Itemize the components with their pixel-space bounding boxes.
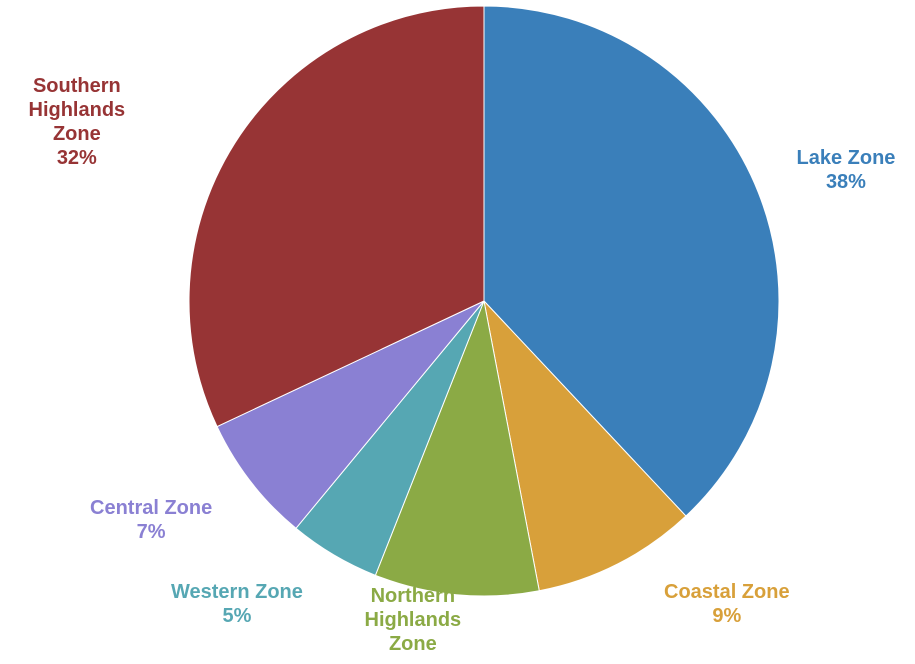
pie-slice-southern-highlands-zone bbox=[188, 5, 485, 428]
pie-slice-coastal-zone bbox=[483, 299, 687, 592]
slice-label-western-zone: Western Zone 5% bbox=[171, 581, 303, 627]
slice-label-lake-zone: Lake Zone 38% bbox=[796, 147, 896, 193]
slice-label-coastal-zone: Coastal Zone 9% bbox=[664, 581, 790, 627]
pie-slice-central-zone bbox=[216, 300, 485, 530]
slice-label-northern-highlands-zone: Northern Highlands Zone bbox=[364, 585, 462, 655]
slice-label-southern-highlands-zone: Southern Highlands Zone 32% bbox=[28, 75, 126, 169]
pie-slice-lake-zone bbox=[483, 5, 780, 517]
slice-label-central-zone: Central Zone 7% bbox=[90, 497, 213, 543]
pie-slice-northern-highlands-zone bbox=[374, 299, 540, 597]
